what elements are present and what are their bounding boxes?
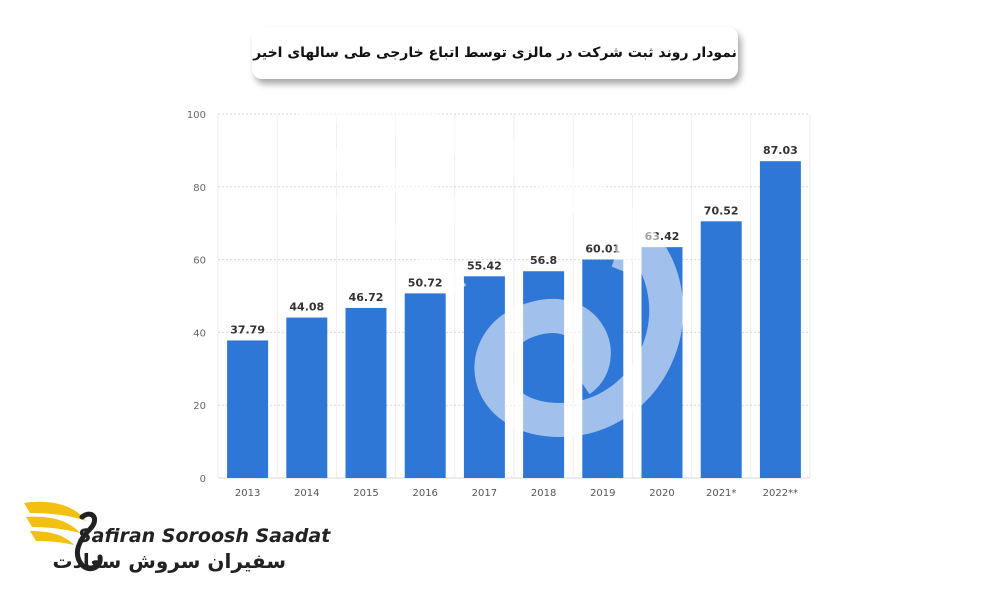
x-tick-label: 2021* [706,488,736,499]
bar [345,307,387,478]
y-tick-label: 100 [187,110,206,121]
brand-name-en: Safiran Soroosh Saadat [78,525,331,547]
x-tick-label: 2019 [590,488,615,499]
x-tick-label: 2013 [235,488,260,499]
bar [463,276,505,478]
bar [523,271,565,478]
y-tick-label: 80 [193,183,206,194]
x-tick-label: 2020 [649,488,674,499]
data-label: 60.01 [585,243,620,256]
data-label: 56.8 [530,254,557,267]
data-label: 55.42 [467,259,502,272]
data-label: 63.42 [645,230,680,243]
y-axis-ticks: 0 20 40 60 80 100 [187,110,206,485]
bar [582,259,624,478]
data-label: 37.79 [230,323,265,336]
data-label: 70.52 [704,204,739,217]
x-tick-label: 2014 [294,488,319,499]
x-axis-ticks: 2013 2014 2015 2016 2017 2018 2019 2020 2021* 202… [235,488,798,499]
x-tick-label: 2016 [412,488,437,499]
data-label: 50.72 [408,276,443,289]
brand-logo [24,501,103,572]
bar [641,247,683,478]
chart-title: نمودار روند ثبت شرکت در مالزی توسط اتباع… [253,45,737,61]
y-tick-label: 60 [193,256,206,267]
bar [227,340,269,478]
x-tick-label: 2018 [531,488,556,499]
brand-name-fa: سفیران سروش سعادت [52,549,287,573]
chart-title-box: نمودار روند ثبت شرکت در مالزی توسط اتباع… [252,27,738,79]
y-tick-label: 20 [193,401,206,412]
bar [700,221,742,479]
y-tick-label: 0 [200,474,206,485]
y-tick-label: 40 [193,328,206,339]
bar [286,317,328,478]
data-label: 46.72 [349,291,384,304]
wing-icon [24,501,86,545]
swan-icon [75,511,103,572]
bar [759,161,801,478]
bar [404,293,446,478]
data-label: 44.08 [289,301,324,314]
x-tick-label: 2022** [763,488,798,499]
x-tick-label: 2017 [472,488,497,499]
data-label: 87.03 [763,144,798,157]
x-tick-label: 2015 [353,488,378,499]
